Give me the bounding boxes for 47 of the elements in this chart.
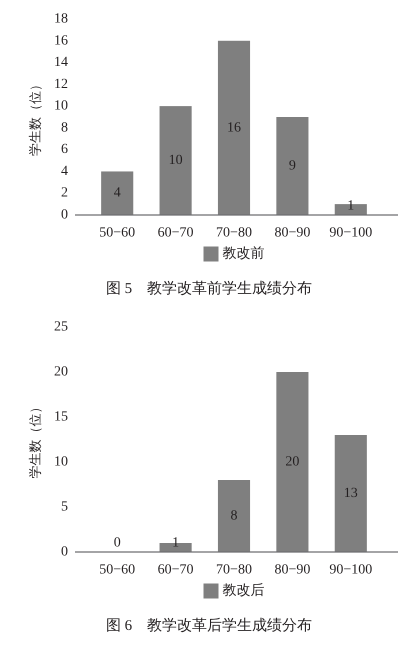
data-label: 13 [344, 486, 358, 501]
bar [101, 171, 134, 215]
data-label: 16 [227, 120, 241, 136]
y-tick-label: 6 [61, 142, 68, 158]
y-tick-label: 10 [54, 98, 68, 114]
y-tick-label: 15 [54, 410, 68, 424]
x-tick-label: 50−60 [99, 562, 136, 578]
y-tick-label: 14 [54, 55, 68, 70]
legend-label: 教改后 [222, 582, 264, 598]
y-tick-label: 20 [54, 364, 68, 380]
bar [218, 40, 250, 215]
bar [276, 372, 308, 552]
x-tick-label: 60−70 [158, 226, 194, 240]
x-tick-label: 90−100 [329, 562, 372, 578]
x-tick-label: 70−80 [216, 226, 252, 240]
bar [334, 435, 367, 552]
y-tick-label: 0 [61, 208, 68, 222]
legend-label: 教改前 [222, 246, 264, 262]
data-label: 0 [114, 536, 121, 550]
data-label: 20 [285, 454, 300, 470]
y-tick-label: 12 [54, 76, 68, 92]
y-axis-title: 学生数（位） [28, 400, 42, 478]
x-tick-label: 80−90 [274, 226, 310, 240]
data-label: 4 [114, 186, 121, 201]
data-label: 10 [168, 153, 183, 168]
y-tick-label: 16 [54, 33, 68, 48]
y-tick-label: 2 [61, 186, 68, 201]
x-tick-label: 50−60 [99, 226, 136, 240]
bar [160, 106, 192, 215]
x-tick-label: 70−80 [216, 562, 252, 578]
bar [276, 117, 308, 215]
y-tick-label: 5 [61, 500, 68, 514]
y-tick-label: 4 [61, 164, 68, 179]
y-tick-label: 8 [61, 120, 68, 136]
data-label: 9 [288, 158, 296, 174]
x-tick-label: 90−100 [329, 226, 372, 240]
x-tick-label: 60−70 [158, 562, 194, 578]
y-tick-label: 25 [54, 320, 68, 334]
y-tick-label: 18 [54, 12, 68, 26]
data-label: 8 [230, 508, 238, 524]
y-axis-title: 学生数（位） [28, 78, 42, 156]
y-tick-label: 10 [54, 454, 68, 470]
bar [218, 480, 250, 552]
text: 图 5 教学改革前学生成绩分布 [106, 280, 312, 297]
x-tick-label: 80−90 [274, 562, 310, 578]
y-tick-label: 0 [61, 544, 68, 560]
text: 图 6 教学改革后学生成绩分布 [106, 617, 312, 634]
